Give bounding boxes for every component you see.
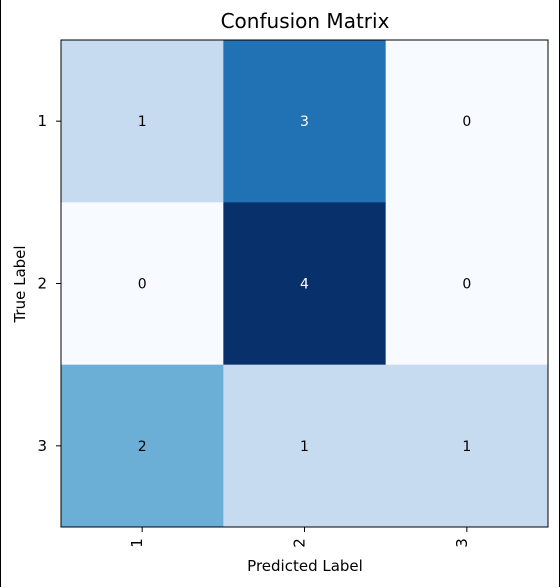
x-axis-label: Predicted Label [247, 557, 363, 575]
heatmap-cell [61, 40, 224, 203]
heatmap-cell [223, 40, 387, 203]
cell-value-label: 1 [462, 439, 471, 455]
cell-value-label: 0 [462, 277, 471, 293]
x-tick-label: 1 [128, 538, 146, 548]
heatmap-cell [385, 40, 549, 203]
cell-value-label: 1 [300, 439, 309, 455]
heatmap-cell [61, 202, 224, 366]
cell-value-labels: 1 3 0 0 4 0 2 1 1 [138, 114, 472, 455]
heatmap-cell [223, 202, 387, 366]
y-axis: 1 2 3 [37, 112, 61, 455]
heatmap-cell [223, 364, 387, 528]
heatmap-cells [61, 40, 549, 528]
cell-value-label: 3 [300, 114, 309, 130]
cell-value-label: 0 [462, 114, 471, 130]
y-tick-label: 3 [37, 437, 47, 455]
chart-title: Confusion Matrix [221, 9, 390, 33]
x-tick-label: 3 [453, 538, 471, 548]
heatmap-cell [61, 364, 224, 528]
y-tick-label: 2 [37, 275, 47, 293]
x-axis: 1 2 3 [128, 527, 471, 548]
y-axis-label: True Label [11, 245, 29, 323]
heatmap-cell [385, 202, 549, 366]
cell-value-label: 0 [138, 277, 147, 293]
x-tick-label: 2 [291, 538, 309, 548]
cell-value-label: 1 [138, 114, 147, 130]
cell-value-label: 2 [138, 439, 147, 455]
heatmap-cell [385, 364, 549, 528]
y-tick-label: 1 [37, 112, 47, 130]
cell-value-label: 4 [300, 277, 309, 293]
